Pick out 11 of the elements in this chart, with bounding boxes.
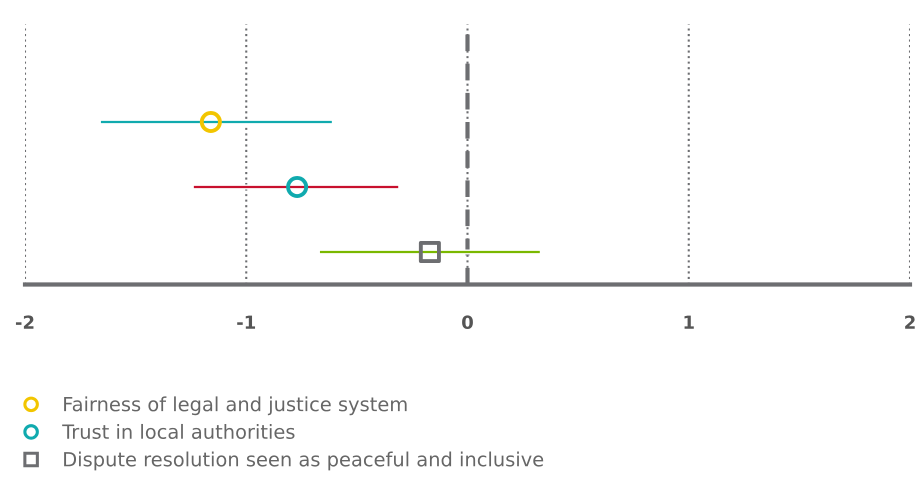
x-tick-label: 2 [905,315,915,329]
x-tick-label: 0 [462,315,473,330]
x-tick-label: 1 [684,316,694,329]
bar [192,184,400,190]
legend-label: Trust in local authorities [62,424,295,439]
bar [318,250,542,254]
legend-label: Dispute resolution seen as peaceful and inclusive [64,452,544,470]
legend-label: Fairness of legal and justice system [64,396,407,416]
x-tick-label: -2 [16,315,34,329]
x-tick-label: -1 [237,316,256,329]
bar [100,120,334,124]
